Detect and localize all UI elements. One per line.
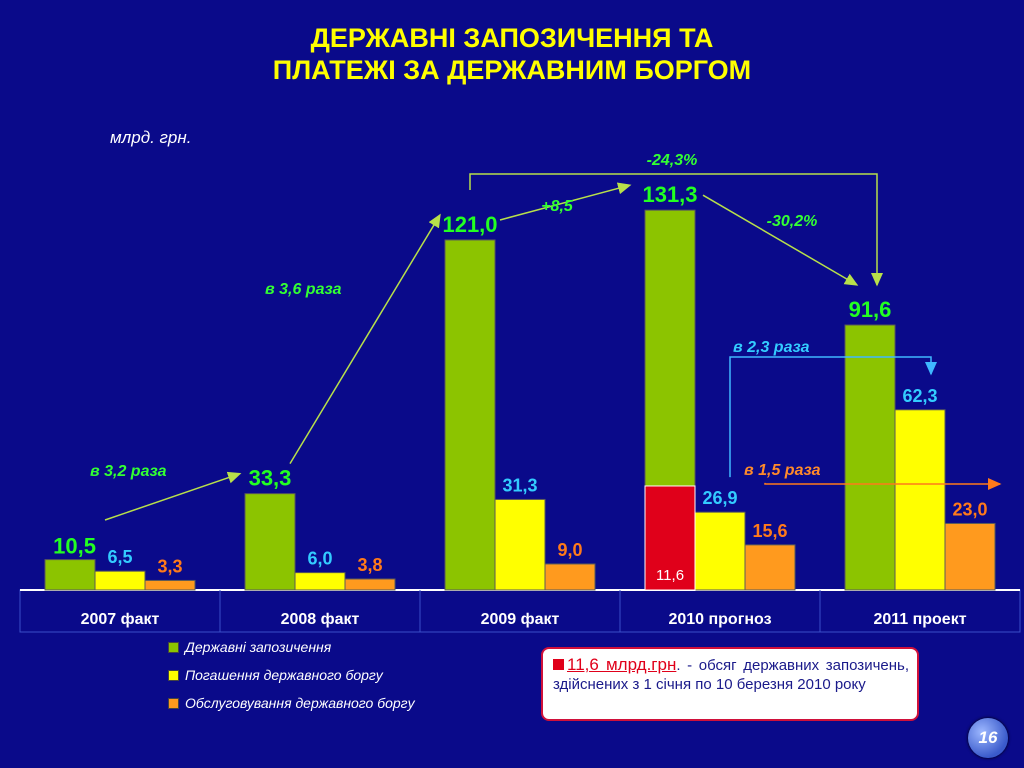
- legend-item-service: Обслуговування державного боргу: [168, 693, 415, 721]
- highlight-bar-label: 11,6: [656, 567, 684, 584]
- annotation-repayment-growth: в 2,3 раза: [733, 339, 810, 356]
- data-label-borrowing: 33,3: [249, 466, 292, 491]
- bar-borrowing: [244, 493, 296, 591]
- chart-legend: Державні запозичення Погашення державног…: [168, 637, 415, 721]
- bar-borrowing: [44, 559, 96, 591]
- category-tick-label: 2009 факт: [481, 611, 560, 628]
- repayment-arrow-2010-2011: [729, 356, 937, 478]
- page-number-badge: 16: [968, 718, 1008, 758]
- annotation-growth-2007-2008: в 3,2 раза: [90, 463, 167, 480]
- growth-arrow-2008-2009: [289, 213, 441, 465]
- slide-title: ДЕРЖАВНІ ЗАПОЗИЧЕННЯ ТА ПЛАТЕЖІ ЗА ДЕРЖА…: [0, 22, 1024, 86]
- annotation-change-2009-2011: -24,3%: [647, 152, 698, 169]
- category-tick-label: 2010 прогноз: [668, 611, 771, 628]
- note-text: . - обсяг державних запозичень, здійснен…: [553, 657, 909, 693]
- note-box: 11,6 млрд.грн. - обсяг державних запозич…: [541, 647, 919, 721]
- data-label-borrowing: 121,0: [442, 212, 497, 237]
- category-tick-label: 2008 факт: [281, 611, 360, 628]
- legend-swatch-service: [168, 698, 179, 709]
- data-label-service: 9,0: [557, 540, 582, 560]
- data-label-service: 3,8: [357, 555, 382, 575]
- data-label-repayment: 6,0: [307, 549, 332, 569]
- units-label: млрд. грн.: [110, 128, 192, 147]
- note-bullet-icon: [553, 659, 564, 670]
- category-tick-label: 2007 факт: [81, 611, 160, 628]
- bar-repayment: [94, 570, 146, 591]
- legend-swatch-borrowing: [168, 642, 179, 653]
- data-label-service: 3,3: [157, 556, 182, 576]
- data-label-repayment: 62,3: [902, 386, 937, 406]
- legend-swatch-repayment: [168, 670, 179, 681]
- bar-service: [344, 578, 396, 591]
- bar-repayment: [294, 572, 346, 591]
- bar-borrowing: [444, 239, 496, 591]
- legend-label-borrowing: Державні запозичення: [185, 639, 332, 655]
- annotation-change-2009-2010: +8,5: [541, 198, 574, 215]
- bar-repayment: [694, 511, 746, 591]
- data-label-borrowing: 131,3: [642, 182, 697, 207]
- highlight-bar-2010-partial: [644, 485, 696, 591]
- bar-borrowing: [844, 324, 896, 591]
- bar-service: [744, 544, 796, 591]
- data-label-service: 23,0: [952, 499, 987, 519]
- data-label-borrowing: 91,6: [849, 297, 892, 322]
- legend-item-borrowing: Державні запозичення: [168, 637, 415, 665]
- annotation-change-2010-2011: -30,2%: [767, 213, 818, 230]
- bar-service: [544, 563, 596, 591]
- bar-service: [944, 522, 996, 591]
- data-label-borrowing: 10,5: [53, 534, 96, 559]
- title-line-2: ПЛАТЕЖІ ЗА ДЕРЖАВНИМ БОРГОМ: [272, 55, 752, 85]
- legend-label-repayment: Погашення державного боргу: [185, 667, 383, 683]
- bracket-arrow-2009-2011: [469, 173, 883, 287]
- data-label-repayment: 26,9: [702, 488, 737, 508]
- data-label-repayment: 31,3: [502, 475, 537, 495]
- legend-item-repayment: Погашення державного боргу: [168, 665, 415, 693]
- data-label-repayment: 6,5: [107, 547, 132, 567]
- title-line-1: ДЕРЖАВНІ ЗАПОЗИЧЕННЯ ТА: [310, 23, 714, 53]
- growth-arrow-2009-2010: [499, 182, 632, 221]
- growth-arrow-2007-2008: [104, 471, 242, 521]
- category-tick-label: 2011 проект: [873, 611, 966, 628]
- annotation-growth-2008-2009: в 3,6 раза: [265, 281, 342, 298]
- annotation-service-growth: в 1,5 раза: [744, 462, 821, 479]
- legend-label-service: Обслуговування державного боргу: [185, 695, 415, 711]
- decline-arrow-2010-2011: [702, 194, 859, 286]
- service-arrow-2010-2011: [764, 478, 1002, 490]
- bar-repayment: [894, 409, 946, 591]
- note-highlight-value: 11,6 млрд.грн: [567, 655, 677, 674]
- data-label-service: 15,6: [752, 521, 787, 541]
- bar-service: [144, 579, 196, 591]
- bar-repayment: [494, 498, 546, 591]
